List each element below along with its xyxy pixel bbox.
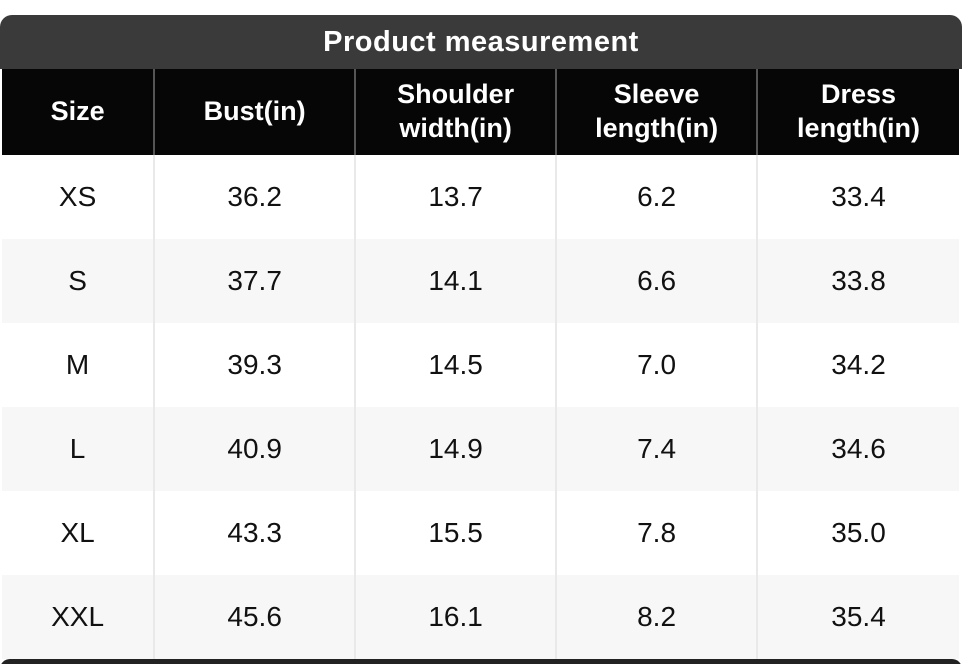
table-title: Product measurement [323, 25, 639, 58]
cell-size: XS [2, 155, 156, 239]
header-row: Size Bust(in) Shoulder width(in) Sleeve … [2, 69, 959, 155]
cell-size: S [2, 239, 156, 323]
cell-dress-length: 35.0 [757, 491, 959, 575]
cell-size: XXL [2, 575, 156, 659]
cell-shoulder-width: 16.1 [355, 575, 558, 659]
cell-sleeve-length: 7.8 [556, 491, 759, 575]
col-header-dress-length: Dress length(in) [757, 69, 959, 155]
table-title-bar: Product measurement [0, 15, 962, 69]
cell-sleeve-length: 6.2 [556, 155, 759, 239]
cell-dress-length: 34.2 [757, 323, 959, 407]
cell-bust: 43.3 [154, 491, 357, 575]
col-header-bust: Bust(in) [154, 69, 357, 155]
cell-bust: 40.9 [154, 407, 357, 491]
table-row-m: M 39.3 14.5 7.0 34.2 [2, 323, 959, 407]
cell-dress-length: 35.4 [757, 575, 959, 659]
cell-bust: 39.3 [154, 323, 357, 407]
cell-size: L [2, 407, 156, 491]
cell-shoulder-width: 13.7 [355, 155, 558, 239]
col-header-size: Size [2, 69, 156, 155]
next-section-top-bar [0, 659, 962, 664]
cell-dress-length: 33.8 [757, 239, 959, 323]
cell-dress-length: 33.4 [757, 155, 959, 239]
cell-bust: 36.2 [154, 155, 357, 239]
col-header-sleeve-length: Sleeve length(in) [556, 69, 759, 155]
table-row-xxl: XXL 45.6 16.1 8.2 35.4 [2, 575, 959, 659]
cell-bust: 37.7 [154, 239, 357, 323]
measurement-table: Size Bust(in) Shoulder width(in) Sleeve … [2, 69, 959, 659]
table-row-l: L 40.9 14.9 7.4 34.6 [2, 407, 959, 491]
cell-shoulder-width: 14.9 [355, 407, 558, 491]
cell-sleeve-length: 7.0 [556, 323, 759, 407]
cell-size: XL [2, 491, 156, 575]
cell-bust: 45.6 [154, 575, 357, 659]
table-row-xl: XL 43.3 15.5 7.8 35.0 [2, 491, 959, 575]
cell-sleeve-length: 7.4 [556, 407, 759, 491]
size-chart-page: Product measurement Size Bust(in) Should… [0, 15, 962, 664]
cell-shoulder-width: 14.1 [355, 239, 558, 323]
cell-size: M [2, 323, 156, 407]
cell-dress-length: 34.6 [757, 407, 959, 491]
cell-sleeve-length: 8.2 [556, 575, 759, 659]
cell-sleeve-length: 6.6 [556, 239, 759, 323]
table-row-s: S 37.7 14.1 6.6 33.8 [2, 239, 959, 323]
table-row-xs: XS 36.2 13.7 6.2 33.4 [2, 155, 959, 239]
cell-shoulder-width: 14.5 [355, 323, 558, 407]
cell-shoulder-width: 15.5 [355, 491, 558, 575]
col-header-shoulder-width: Shoulder width(in) [355, 69, 558, 155]
